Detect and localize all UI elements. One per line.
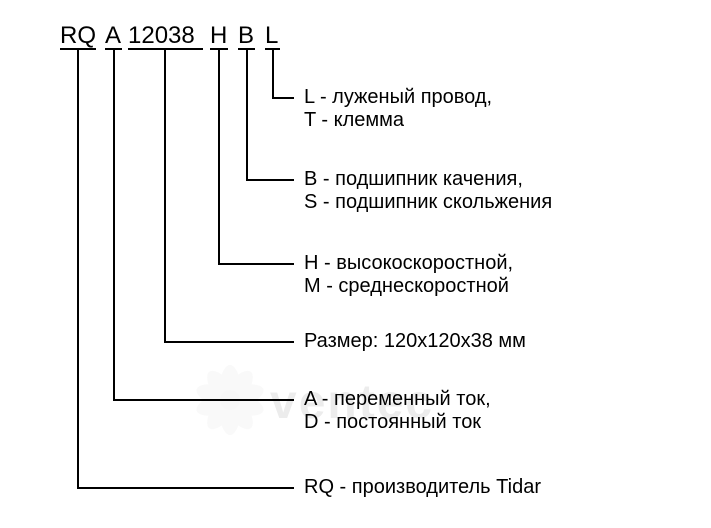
label-l: L - луженый провод, T - клемма — [304, 86, 492, 132]
vline-a — [113, 48, 115, 399]
hline-12038 — [164, 341, 294, 343]
vline-12038 — [164, 48, 166, 341]
vline-h — [218, 48, 220, 263]
vline-b — [246, 48, 248, 179]
vline-l — [272, 48, 274, 97]
label-h-line2: M - среднескоростной — [304, 275, 513, 298]
label-b-line1: B - подшипник качения, — [304, 168, 552, 191]
label-size: Размер: 120x120x38 мм — [304, 330, 526, 353]
label-h-line1: H - высокоскоростной, — [304, 252, 513, 275]
label-l-line2: T - клемма — [304, 109, 492, 132]
code-part-rq: RQ — [60, 22, 96, 50]
code-part-a: A — [105, 22, 121, 50]
hline-h — [218, 263, 294, 265]
label-l-line1: L - луженый провод, — [304, 86, 492, 109]
label-rq: RQ - производитель Tidar — [304, 476, 541, 499]
label-b-line2: S - подшипник скольжения — [304, 191, 552, 214]
code-part-l: L — [265, 22, 278, 50]
vline-rq — [77, 48, 79, 487]
label-a: A - переменный ток, D - постоянный ток — [304, 388, 491, 434]
part-number-diagram: ventec RQ A 12038 H B L L - луженый пров… — [0, 0, 711, 528]
label-b: B - подшипник качения, S - подшипник ско… — [304, 168, 552, 214]
code-part-12038: 12038 — [128, 22, 195, 50]
label-a-line2: D - постоянный ток — [304, 411, 491, 434]
label-h: H - высокоскоростной, M - среднескоростн… — [304, 252, 513, 298]
hline-b — [246, 179, 294, 181]
hline-l — [272, 97, 294, 99]
label-rq-line1: RQ - производитель Tidar — [304, 476, 541, 499]
code-part-h: H — [210, 22, 227, 50]
label-size-line1: Размер: 120x120x38 мм — [304, 330, 526, 353]
hline-a — [113, 399, 294, 401]
label-a-line1: A - переменный ток, — [304, 388, 491, 411]
code-part-b: B — [238, 22, 254, 50]
hline-rq — [77, 487, 294, 489]
